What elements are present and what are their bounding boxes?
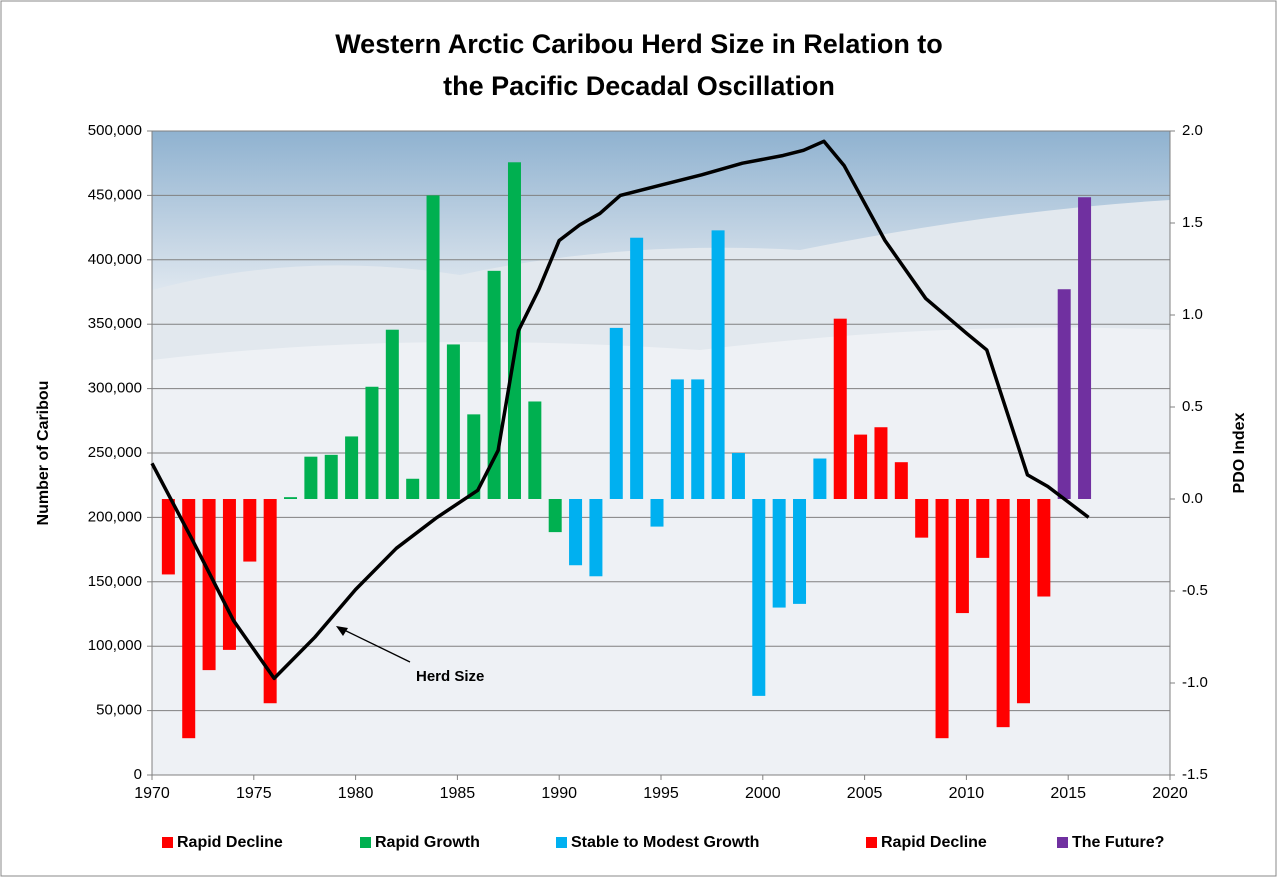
bar: [935, 499, 949, 739]
x-tick-label: 1970: [134, 785, 170, 802]
legend-swatch: [162, 837, 173, 848]
y-tick-label: 450,000: [88, 186, 142, 203]
y-tick-label: 50,000: [96, 702, 142, 719]
bar: [996, 499, 1010, 728]
x-tick-label: 2005: [847, 785, 883, 802]
annotation: Herd Size: [416, 668, 484, 685]
bar: [874, 427, 888, 499]
x-tick-label: 1990: [541, 785, 577, 802]
bar: [894, 462, 908, 499]
y-tick-label: 200,000: [88, 508, 142, 525]
legend-label: Rapid Decline: [881, 834, 987, 851]
y-tick-label: 300,000: [88, 380, 142, 397]
chart-title: Western Arctic Caribou Herd Size in Rela…: [335, 29, 943, 59]
x-tick-label: 1980: [338, 785, 374, 802]
legend-swatch: [556, 837, 567, 848]
bar: [589, 499, 603, 577]
bar: [406, 478, 420, 499]
bar: [711, 230, 725, 500]
bar: [182, 499, 196, 739]
bar: [670, 379, 684, 499]
bar: [161, 499, 175, 575]
bar: [304, 456, 318, 499]
bar: [650, 499, 664, 527]
x-tick-label: 1985: [440, 785, 476, 802]
y2-tick-label: 1.5: [1182, 214, 1203, 231]
y-tick-label: 250,000: [88, 444, 142, 461]
bar: [284, 497, 298, 499]
bar: [1016, 499, 1030, 704]
y2-tick-label: 2.0: [1182, 122, 1203, 139]
legend-swatch: [360, 837, 371, 848]
bar: [854, 434, 868, 499]
y-tick-label: 400,000: [88, 251, 142, 268]
herd-line: [150, 139, 1090, 681]
y-tick-label: 350,000: [88, 315, 142, 332]
y-tick-label: 150,000: [88, 573, 142, 590]
y2-tick-label: -1.5: [1182, 766, 1208, 783]
bar: [1078, 197, 1092, 500]
legend-swatch: [1057, 837, 1068, 848]
bar: [793, 499, 807, 604]
bar: [548, 499, 562, 533]
bar: [569, 499, 583, 566]
annotation-arrowhead: [336, 626, 348, 636]
y-tick-label: 0: [134, 766, 142, 783]
bar: [813, 458, 827, 499]
bar: [365, 386, 379, 499]
legend-label: Stable to Modest Growth: [571, 834, 759, 851]
x-tick-label: 1995: [643, 785, 679, 802]
annotation-arrow: [337, 626, 411, 663]
bar: [976, 499, 990, 558]
bar: [609, 327, 623, 499]
y2-tick-label: 0.0: [1182, 490, 1203, 507]
bar: [731, 453, 745, 499]
x-tick-label: 2000: [745, 785, 781, 802]
bar: [915, 499, 929, 538]
legend-label: Rapid Decline: [177, 834, 283, 851]
snow-field: [152, 327, 1170, 775]
chart-title: the Pacific Decadal Oscillation: [443, 71, 835, 101]
bar: [1057, 289, 1071, 499]
bar: [222, 499, 236, 650]
x-tick-label: 2010: [949, 785, 985, 802]
bar: [324, 454, 338, 499]
bar: [1037, 499, 1051, 597]
y-tick-label: 500,000: [88, 122, 142, 139]
bar: [507, 162, 521, 499]
y2-tick-label: -0.5: [1182, 582, 1208, 599]
legend-label: The Future?: [1072, 834, 1164, 851]
legend-swatch: [866, 837, 877, 848]
bar: [202, 499, 216, 671]
bar: [426, 195, 440, 499]
y2-tick-label: 1.0: [1182, 306, 1203, 323]
bar: [243, 499, 257, 562]
bar: [772, 499, 786, 608]
bar: [528, 401, 542, 499]
bar: [385, 329, 399, 499]
bar: [446, 344, 460, 499]
y2-tick-label: 0.5: [1182, 398, 1203, 415]
x-tick-label: 2015: [1050, 785, 1086, 802]
bar: [691, 379, 705, 499]
y-axis-title: Number of Caribou: [35, 381, 52, 526]
bar: [345, 436, 359, 499]
bar: [955, 499, 969, 614]
bar: [263, 499, 277, 704]
x-tick-label: 2020: [1152, 785, 1188, 802]
bar: [833, 318, 847, 499]
x-tick-label: 1975: [236, 785, 272, 802]
legend-label: Rapid Growth: [375, 834, 480, 851]
y-tick-label: 100,000: [88, 637, 142, 654]
plot: 0 50,000 100,000 150,000 200,000 250,000 300,0…: [88, 122, 1208, 851]
bar: [487, 270, 501, 499]
bar: [467, 414, 481, 499]
bar: [752, 499, 766, 696]
bar: [630, 237, 644, 499]
y2-tick-label: -1.0: [1182, 674, 1208, 691]
y2-axis-title: PDO Index: [1231, 412, 1248, 493]
